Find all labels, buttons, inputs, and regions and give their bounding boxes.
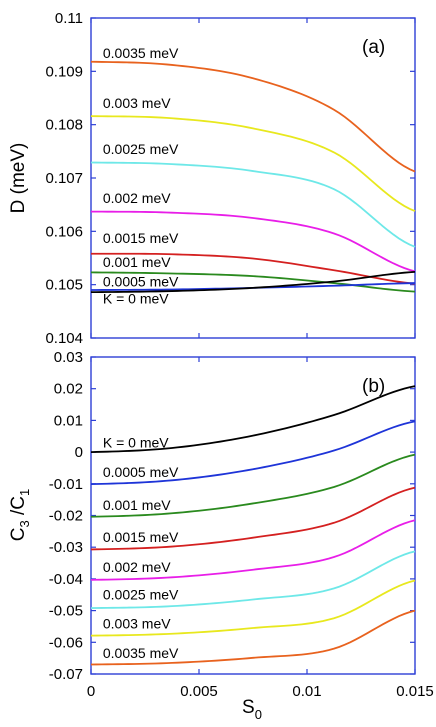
- x-tick-label: 0: [87, 683, 95, 700]
- y-tick-label: 0.107: [45, 170, 83, 187]
- panel-label: (a): [362, 37, 385, 58]
- y-tick-label: 0.109: [45, 63, 83, 80]
- y-tick-label: 0.106: [45, 223, 83, 240]
- y-tick-label: 0.02: [54, 381, 83, 398]
- series-label: K = 0 meV: [103, 434, 169, 450]
- series-line-7: [90, 270, 416, 294]
- series-line-4: [90, 252, 416, 285]
- series-label: 0.003 meV: [103, 616, 171, 632]
- panel-b: -0.07 -0.06 -0.05 -0.04 -0.03 -0.02 -0.01 0 0.01…: [49, 349, 434, 700]
- series-line-3: [90, 486, 416, 551]
- x-tick-label: 0.005: [180, 683, 218, 700]
- series-label: 0.003 meV: [103, 95, 171, 111]
- series-line-5: [90, 550, 416, 609]
- y-tick-label: 0.105: [45, 277, 83, 294]
- series-line-2: [90, 453, 416, 518]
- series-label: 0.002 meV: [103, 190, 171, 206]
- series-label: 0.0015 meV: [103, 230, 179, 246]
- series-line-1: [90, 115, 416, 212]
- y-tick-label: -0.02: [49, 508, 83, 525]
- y-tick-label: 0.104: [45, 330, 83, 347]
- series-line-0: [90, 385, 416, 453]
- y-tick-label: -0.04: [49, 571, 83, 588]
- y-tick-label: 0.11: [55, 10, 83, 27]
- x-tick-label: 0.01: [292, 683, 321, 700]
- series-line-3: [90, 210, 416, 273]
- series-label: 0.0035 meV: [103, 45, 179, 61]
- panel-a: 0.104 0.105 0.106 0.107 0.108 0.109 0.11 0.0035…: [45, 10, 416, 347]
- series-label: 0.002 meV: [103, 559, 171, 575]
- y-tick-label: 0.108: [45, 117, 83, 134]
- series-line-7: [90, 609, 416, 666]
- series-line-1: [90, 420, 416, 486]
- series-line-4: [90, 519, 416, 581]
- series-line-5: [90, 271, 416, 293]
- series-line-6: [90, 579, 416, 637]
- y-axis-label: C3 /C1: [8, 489, 32, 541]
- y-axis-label: D (meV): [8, 143, 29, 214]
- panel-label: (b): [362, 376, 385, 397]
- series-label: 0.0005 meV: [103, 273, 179, 289]
- y-tick-label: -0.01: [49, 476, 83, 493]
- series-label: 0.0035 meV: [103, 645, 179, 661]
- x-axis-label: S0: [242, 697, 262, 722]
- y-tick-label: 0: [75, 444, 83, 461]
- y-tick-label: 0.01: [54, 412, 83, 429]
- series-line-2: [90, 161, 416, 248]
- series-label: 0.0025 meV: [103, 141, 179, 157]
- series-label: K = 0 meV: [103, 290, 169, 306]
- series-label: 0.001 meV: [103, 497, 171, 513]
- y-tick-label: -0.03: [49, 539, 83, 556]
- y-tick-label: 0.03: [54, 349, 83, 366]
- series-label: 0.0025 meV: [103, 587, 179, 603]
- y-tick-label: -0.05: [49, 603, 83, 620]
- series-label: 0.001 meV: [103, 254, 171, 270]
- y-tick-label: -0.07: [49, 666, 83, 683]
- series-label: 0.0015 meV: [103, 529, 179, 545]
- series-label: 0.0005 meV: [103, 464, 179, 480]
- x-tick-label: 0.015: [396, 683, 434, 700]
- series-line-0: [90, 60, 416, 173]
- y-tick-label: -0.06: [49, 634, 83, 651]
